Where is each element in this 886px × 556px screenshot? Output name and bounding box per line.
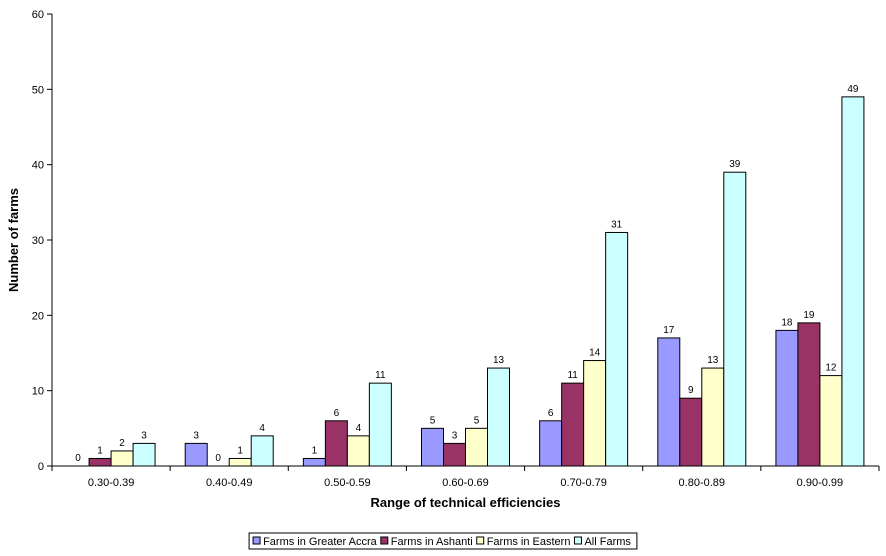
data-label: 4	[356, 423, 362, 434]
bar	[465, 427, 488, 467]
x-tick-label: 0.80-0.89	[679, 477, 725, 489]
data-label: 14	[589, 348, 601, 359]
data-label: 13	[707, 355, 719, 366]
bar	[679, 397, 703, 467]
bars	[88, 96, 865, 467]
bar	[421, 427, 444, 467]
x-tick-label: 0.50-0.59	[324, 477, 370, 489]
bar	[701, 367, 725, 467]
x-tick-label: 0.40-0.49	[206, 477, 252, 489]
bar	[324, 420, 348, 467]
y-tick-label: 30	[32, 235, 44, 247]
bar	[346, 435, 370, 467]
data-label: 18	[781, 317, 793, 328]
data-label: 1	[312, 445, 318, 456]
data-label: 49	[847, 84, 859, 95]
bar	[250, 435, 274, 467]
data-label: 3	[193, 430, 199, 441]
y-tick-label: 10	[32, 386, 44, 398]
data-label: 5	[430, 415, 436, 426]
data-label: 3	[141, 430, 147, 441]
data-label: 0	[215, 453, 221, 464]
data-label: 19	[803, 310, 815, 321]
bar	[539, 420, 563, 467]
data-label: 1	[97, 445, 103, 456]
bar	[302, 457, 326, 467]
bar	[797, 322, 821, 467]
bar	[657, 337, 681, 467]
data-label: 12	[825, 363, 837, 374]
bar	[819, 375, 843, 467]
bar	[132, 442, 156, 467]
legend-label: Farms in Greater Accra	[263, 536, 378, 548]
y-tick-label: 50	[32, 84, 44, 96]
data-label: 4	[259, 423, 265, 434]
y-axis-ticks: 0 10 20 30 40 50 60	[32, 9, 52, 473]
data-label: 11	[375, 370, 386, 381]
data-label: 0	[75, 453, 81, 464]
data-label: 17	[663, 325, 675, 336]
legend-swatch	[573, 536, 582, 545]
bar	[583, 360, 607, 467]
data-label: 9	[688, 385, 694, 396]
legend-label: Farms in Ashanti	[391, 536, 473, 548]
y-tick-label: 40	[32, 160, 44, 172]
y-axis-title: Number of farms	[6, 188, 21, 292]
legend-swatch	[252, 536, 261, 545]
bar	[723, 171, 747, 467]
bar	[110, 450, 134, 467]
data-label: 6	[548, 408, 554, 419]
data-label: 2	[119, 438, 125, 449]
data-label: 3	[452, 430, 458, 441]
x-tick-label: 0.90-0.99	[797, 477, 843, 489]
x-tick-label: 0.60-0.69	[442, 477, 488, 489]
bar	[88, 457, 112, 467]
data-label: 5	[474, 415, 480, 426]
bar	[841, 96, 865, 467]
y-tick-label: 0	[38, 461, 44, 473]
bar	[368, 382, 392, 467]
y-tick-label: 60	[32, 9, 44, 21]
bar	[443, 442, 466, 467]
data-label: 13	[493, 355, 505, 366]
legend-swatch	[476, 536, 485, 545]
legend-label: All Farms	[584, 536, 631, 548]
y-tick-label: 20	[32, 310, 44, 322]
legend: Farms in Greater Accra Farms in Ashanti Fa…	[248, 532, 638, 550]
bar	[184, 442, 208, 467]
legend-label: Farms in Eastern	[487, 536, 571, 548]
bar	[487, 367, 510, 467]
data-label: 39	[729, 159, 741, 170]
data-label: 1	[237, 445, 243, 456]
x-axis-title: Range of technical efficiencies	[370, 495, 560, 510]
bar	[605, 231, 629, 467]
bar	[228, 457, 252, 467]
data-label: 6	[334, 408, 340, 419]
bar	[775, 329, 799, 467]
legend-swatch	[380, 536, 389, 545]
x-tick-label: 0.30-0.39	[88, 477, 134, 489]
bar	[561, 382, 585, 467]
axes	[51, 14, 879, 467]
data-label: 11	[567, 370, 578, 381]
x-axis-ticks: 0.30-0.39 0.40-0.49 0.50-0.59 0.60-0.69 0.70…	[51, 466, 880, 489]
x-tick-label: 0.70-0.79	[560, 477, 606, 489]
data-label: 31	[611, 219, 623, 230]
legend-box	[248, 532, 638, 550]
